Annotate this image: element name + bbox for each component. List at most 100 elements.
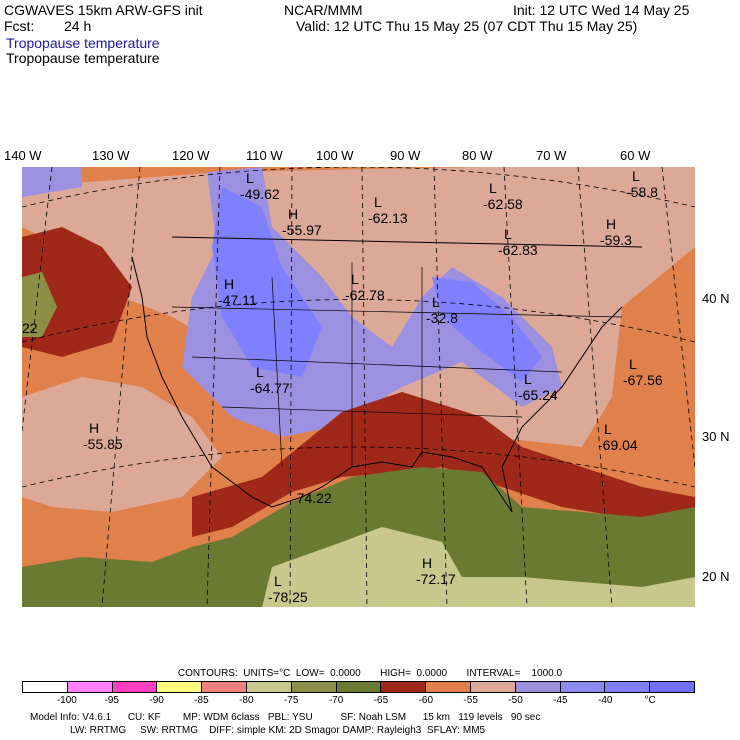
- field-purple-nw: [22, 167, 82, 197]
- temperature-value-label: -58.8: [626, 184, 658, 200]
- pressure-center-mark: L: [374, 194, 382, 210]
- pressure-center-mark: L: [274, 573, 282, 589]
- lon-label-130w: 130 W: [92, 148, 130, 163]
- pressure-center-mark: L: [246, 170, 254, 186]
- colorbar-tick-label: -90: [149, 695, 164, 706]
- field-darkred-south: [192, 392, 695, 537]
- colorbar-segment: [246, 682, 292, 692]
- init-time: Init: 12 UTC Wed 14 May 25: [513, 2, 690, 18]
- lon-label-80w: 80 W: [462, 148, 493, 163]
- graticule: [22, 167, 695, 607]
- forecast-label: Fcst:: [4, 18, 35, 34]
- map-annotations: L-49.62H-55.97L-62.13L-62.58L-62.83L-58.…: [22, 168, 663, 605]
- colorbar-tick-label: -85: [194, 695, 209, 706]
- forecast-hour: 24 h: [64, 18, 92, 34]
- temperature-value-label: -64.77: [250, 380, 290, 396]
- temperature-value-label: -78.25: [268, 589, 308, 605]
- temperature-value-label: -74.22: [292, 490, 332, 506]
- colorbar-tick-label: -80: [239, 695, 254, 706]
- model-info-line2: LW: RRTMG SW: RRTMG DIFF: simple KM: 2D …: [70, 725, 486, 736]
- lon-label-70w: 70 W: [536, 148, 567, 163]
- temperature-value-label: 22: [22, 320, 38, 336]
- temperature-value-label: -62.58: [483, 196, 523, 212]
- lat-label-40n: 40 N: [702, 291, 730, 306]
- temperature-value-label: -67.56: [623, 372, 663, 388]
- lat-label-20n: 20 N: [702, 569, 730, 584]
- colorbar-tick-label: -60: [418, 695, 434, 706]
- temperature-value-label: -55.97: [282, 222, 322, 238]
- lon-label-120w: 120 W: [172, 148, 210, 163]
- pressure-center-mark: L: [256, 364, 264, 380]
- pressure-center-mark: L: [432, 294, 440, 310]
- pressure-center-mark: H: [288, 206, 298, 222]
- temperature-value-label: -55.85: [83, 436, 123, 452]
- colorbar-tick-label: -55: [463, 695, 478, 706]
- temperature-value-label: -69.04: [598, 437, 638, 453]
- colorbar-tick-label: -40: [598, 695, 613, 706]
- pressure-center-mark: L: [524, 371, 532, 387]
- field-pink-west: [22, 377, 222, 512]
- temperature-value-label: -65.24: [518, 387, 558, 403]
- colorbar-segment: [381, 682, 427, 692]
- colorbar-segment: [515, 682, 561, 692]
- colorbar-segment: [112, 682, 158, 692]
- pressure-center-mark: L: [632, 168, 640, 184]
- valid-time: Valid: 12 UTC Thu 15 May 25 (07 CDT Thu …: [296, 18, 638, 34]
- colorbar-segment: [650, 682, 694, 692]
- temperature-value-label: -59.3: [600, 232, 632, 248]
- colorbar-segment: [560, 682, 606, 692]
- tropopause-temperature-map: L-49.62H-55.97L-62.13L-62.58L-62.83L-58.…: [22, 167, 695, 607]
- pressure-center-mark: H: [224, 276, 234, 292]
- colorbar-segment: [470, 682, 516, 692]
- pressure-center-mark: L: [351, 271, 359, 287]
- temperature-value-label: -32.8: [426, 310, 458, 326]
- colorbar-tick-label: -65: [373, 695, 389, 706]
- field-lightolive-south: [262, 527, 695, 607]
- colorbar-segment: [426, 682, 471, 692]
- lat-label-30n: 30 N: [702, 429, 730, 444]
- colorbar-tick-label: -50: [508, 695, 523, 706]
- field-darkred-pacific: [22, 227, 132, 357]
- pressure-center-mark: H: [89, 420, 99, 436]
- model-info-line1: Model Info: V4.6.1 CU: KF MP: WDM 6class…: [30, 712, 541, 723]
- colorbar-segment: [202, 682, 247, 692]
- colorbar-tick-label: -45: [553, 695, 568, 706]
- temperature-value-label: -62.78: [345, 287, 385, 303]
- temperature-value-label: -62.83: [498, 242, 538, 258]
- colorbar: [22, 681, 695, 693]
- field-title-2: Tropopause temperature: [6, 50, 160, 66]
- pressure-center-mark: L: [489, 180, 497, 196]
- lon-label-100w: 100 W: [316, 148, 354, 163]
- center-label: NCAR/MMM: [284, 2, 363, 18]
- pressure-center-mark: H: [606, 216, 616, 232]
- state-borders: [171, 262, 623, 468]
- field-title-1: Tropopause temperature: [6, 35, 160, 51]
- colorbar-segment: [67, 682, 113, 692]
- temperature-value-label: -47.11: [218, 292, 257, 308]
- colorbar-segment: [23, 682, 68, 692]
- colorbar-segment: [336, 682, 382, 692]
- colorbar-segment: [605, 682, 651, 692]
- pressure-center-mark: L: [504, 226, 512, 242]
- colorbar-tick-label: -95: [104, 695, 119, 706]
- pressure-center-mark: H: [422, 555, 432, 571]
- lon-label-110w: 110 W: [246, 148, 283, 163]
- temperature-value-label: -62.13: [368, 210, 408, 226]
- colorbar-segment: [157, 682, 203, 692]
- field-olive-pacific: [22, 272, 57, 337]
- colorbar-tick-label: °C: [644, 695, 656, 706]
- colorbar-tick-label: -70: [328, 695, 344, 706]
- colorbar-segment: [291, 682, 337, 692]
- model-title: CGWAVES 15km ARW-GFS init: [4, 2, 203, 18]
- pressure-center-mark: L: [604, 421, 612, 437]
- colorbar-tick-label: -100: [56, 695, 77, 706]
- temperature-value-label: -72.17: [416, 571, 456, 587]
- lon-label-60w: 60 W: [620, 148, 651, 163]
- pressure-center-mark: L: [629, 356, 637, 372]
- colorbar-tick-label: -75: [283, 695, 299, 706]
- field-blue-core-west: [212, 187, 322, 377]
- temperature-value-label: -49.62: [240, 186, 280, 202]
- contours-line: CONTOURS: UNITS=°C LOW= 0.0000 HIGH= 0.0…: [177, 668, 563, 679]
- lon-label-90w: 90 W: [390, 148, 421, 163]
- lon-label-140w: 140 W: [4, 148, 42, 163]
